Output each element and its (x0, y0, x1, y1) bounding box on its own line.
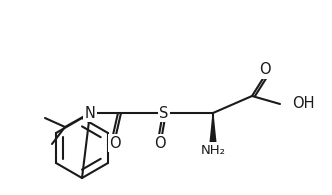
Text: NH₂: NH₂ (201, 144, 225, 157)
Text: OH: OH (292, 97, 314, 112)
Polygon shape (209, 113, 216, 142)
Text: S: S (159, 105, 169, 121)
Text: O: O (259, 63, 271, 77)
Text: N: N (85, 105, 95, 121)
Text: O: O (154, 136, 166, 151)
Text: O: O (109, 136, 121, 151)
